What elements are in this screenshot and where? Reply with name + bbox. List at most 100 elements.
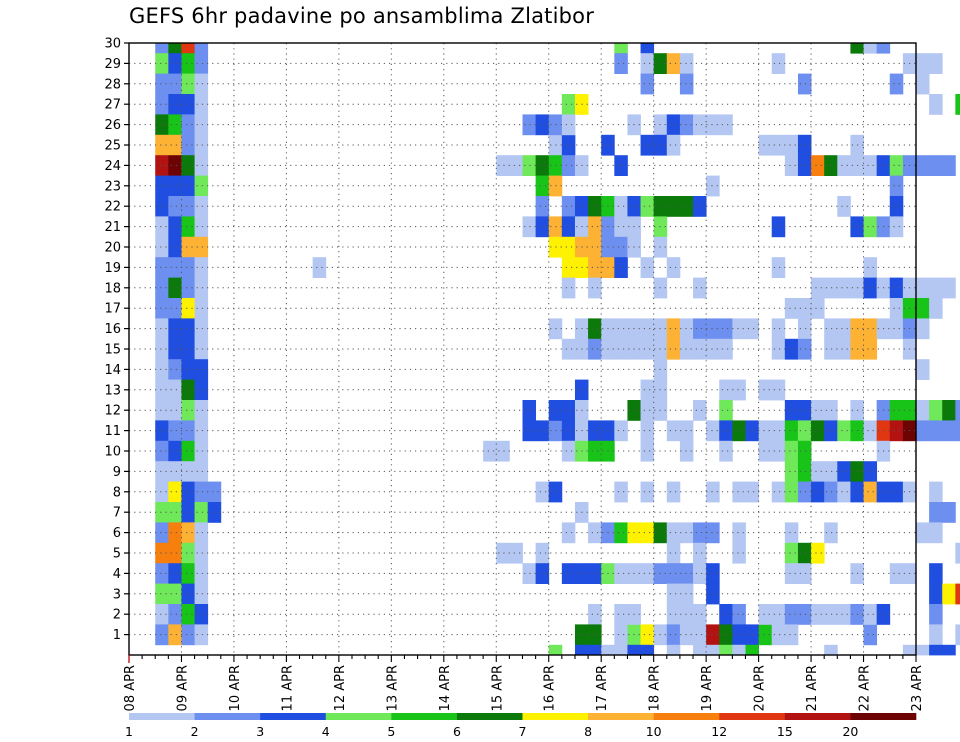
heatmap-cell	[194, 359, 209, 380]
heatmap-cell	[666, 420, 681, 442]
heatmap-cell	[942, 502, 956, 523]
heatmap-cell	[522, 114, 537, 136]
heatmap-cell	[181, 583, 195, 605]
heatmap-cell	[181, 216, 195, 238]
legend-swatch	[850, 713, 917, 720]
heatmap-cell	[863, 420, 878, 442]
heatmap-cell	[181, 196, 195, 217]
heatmap-cell	[797, 400, 812, 421]
legend-swatch	[391, 713, 458, 720]
heatmap-cell	[509, 155, 523, 176]
heatmap-cell	[693, 196, 707, 217]
heatmap-cell	[732, 420, 746, 442]
heatmap-cell	[640, 257, 655, 278]
heatmap-cell	[916, 155, 930, 176]
heatmap-cell	[797, 338, 812, 360]
heatmap-cell	[929, 277, 943, 299]
heatmap-cell	[194, 257, 209, 278]
heatmap-cell	[181, 155, 195, 176]
heatmap-cell	[679, 624, 694, 646]
heatmap-cell	[758, 134, 773, 156]
y-axis: 1234567891011121314151617181920212223242…	[104, 37, 129, 643]
heatmap-cell	[942, 400, 956, 421]
heatmap-cell	[797, 481, 812, 503]
heatmap-cell	[194, 175, 209, 197]
heatmap-cell	[706, 318, 720, 340]
heatmap-cell	[929, 624, 943, 646]
heatmap-cell	[679, 338, 694, 360]
heatmap-cell	[679, 73, 694, 95]
heatmap-cell	[824, 318, 838, 340]
heatmap-cell	[666, 481, 681, 503]
heatmap-cell	[194, 114, 209, 136]
heatmap-cell	[588, 196, 602, 217]
heatmap-cell	[207, 502, 222, 523]
heatmap-cell	[640, 440, 655, 462]
y-tick-label: 7	[113, 506, 121, 521]
heatmap-cell	[863, 318, 878, 340]
heatmap-cell	[194, 94, 209, 115]
heatmap-cell	[679, 420, 694, 442]
heatmap-cell	[168, 114, 182, 136]
heatmap-cell	[771, 53, 786, 74]
heatmap-cell	[194, 43, 209, 54]
heatmap-cell	[666, 542, 681, 564]
heatmap-cell	[181, 298, 195, 319]
y-tick-label: 17	[104, 302, 121, 317]
heatmap-cell	[824, 338, 838, 360]
heatmap-cell	[194, 583, 209, 605]
heatmap-cell	[876, 43, 891, 54]
heatmap-cell	[942, 420, 956, 442]
y-tick-label: 22	[104, 200, 121, 215]
heatmap-cell	[640, 379, 655, 401]
x-tick-label: 23 APR	[910, 665, 925, 711]
heatmap-cell	[837, 155, 851, 176]
heatmap-cell	[889, 298, 904, 319]
heatmap-cell	[181, 502, 195, 523]
heatmap-cell	[561, 563, 576, 584]
heatmap-cell	[588, 624, 602, 646]
heatmap-cell	[168, 196, 182, 217]
heatmap-cell	[679, 563, 694, 584]
heatmap-cell	[811, 481, 825, 503]
heatmap-cell	[194, 236, 209, 258]
y-tick-label: 27	[104, 98, 121, 113]
heatmap-cell	[811, 400, 825, 421]
heatmap-cell	[181, 624, 195, 646]
heatmap-cell	[155, 563, 169, 584]
heatmap-cell	[929, 644, 943, 656]
heatmap-cell	[719, 420, 733, 442]
heatmap-cell	[719, 114, 733, 136]
heatmap-cell	[784, 298, 799, 319]
heatmap-cell	[693, 563, 707, 584]
legend-label: 1	[125, 724, 133, 739]
heatmap-cell	[679, 522, 694, 544]
heatmap-cell	[181, 175, 195, 197]
heatmap-cell	[155, 522, 169, 544]
heatmap-cell	[797, 318, 812, 340]
heatmap-cell	[614, 236, 628, 258]
heatmap-cell	[732, 318, 746, 340]
heatmap-cell	[666, 196, 681, 217]
heatmap-cell	[679, 318, 694, 340]
heatmap-cell	[614, 318, 628, 340]
heatmap-cell	[784, 420, 799, 442]
heatmap-cell	[155, 481, 169, 503]
heatmap-cell	[784, 400, 799, 421]
heatmap-cell	[811, 604, 825, 625]
heatmap-cell	[889, 155, 904, 176]
heatmap-cell	[666, 257, 681, 278]
heatmap-cell	[181, 522, 195, 544]
y-tick-label: 21	[104, 220, 121, 235]
heatmap-cell	[155, 502, 169, 523]
heatmap-cell	[837, 277, 851, 299]
x-tick-label: 21 APR	[805, 665, 820, 711]
heatmap-cell	[640, 563, 655, 584]
heatmap-cell	[181, 94, 195, 115]
heatmap-cell	[955, 94, 960, 115]
x-tick-label: 19 APR	[700, 665, 715, 711]
heatmap-cell	[168, 563, 182, 584]
heatmap-cell	[640, 338, 655, 360]
heatmap-cell	[916, 400, 930, 421]
heatmap-cell	[522, 400, 537, 421]
